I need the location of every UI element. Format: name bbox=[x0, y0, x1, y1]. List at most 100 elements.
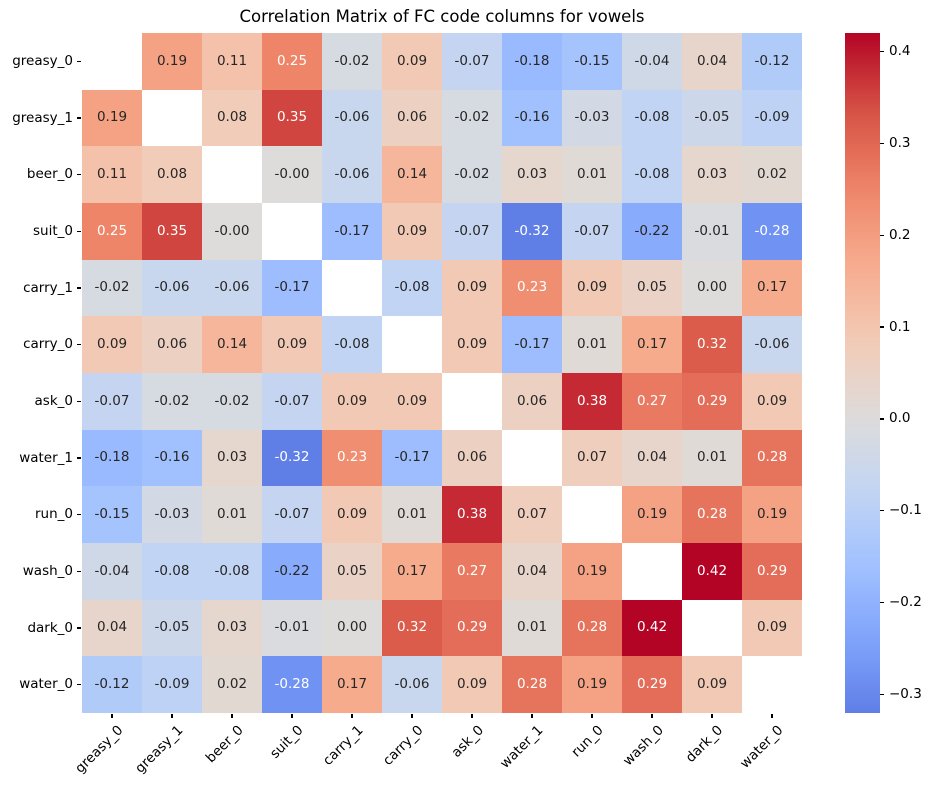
heatmap-cell: 0.00 bbox=[682, 259, 742, 317]
heatmap-cell: -0.06 bbox=[322, 146, 382, 203]
heatmap-cell bbox=[262, 203, 322, 260]
heatmap-cell: -0.07 bbox=[262, 373, 322, 430]
heatmap-cell: 0.09 bbox=[742, 373, 802, 430]
heatmap-cell: 0.19 bbox=[562, 543, 622, 600]
x-tick-label: ask_0 bbox=[448, 722, 487, 761]
heatmap-cell: -0.15 bbox=[82, 486, 142, 543]
heatmap-cell: -0.09 bbox=[742, 89, 802, 147]
heatmap-cell: 0.01 bbox=[202, 486, 262, 543]
heatmap-cell: 0.23 bbox=[322, 429, 382, 487]
y-tick-label: run_0 bbox=[34, 506, 73, 523]
y-tick-label: greasy_0 bbox=[12, 52, 73, 69]
heatmap-cell: 0.35 bbox=[142, 203, 202, 260]
heatmap-cell: 0.09 bbox=[322, 486, 382, 543]
heatmap-cell: 0.11 bbox=[202, 33, 262, 90]
colorbar-tick-mark bbox=[880, 510, 884, 512]
heatmap-cell: -0.17 bbox=[262, 259, 322, 317]
heatmap-cell: -0.02 bbox=[142, 373, 202, 430]
y-tick-mark bbox=[77, 174, 81, 176]
x-tick-mark bbox=[531, 714, 533, 718]
y-tick-label: water_0 bbox=[19, 676, 73, 693]
y-tick-mark bbox=[77, 400, 81, 402]
heatmap-cell: -0.01 bbox=[682, 203, 742, 260]
heatmap-cell: 0.09 bbox=[382, 33, 442, 90]
y-tick-mark bbox=[77, 627, 81, 629]
heatmap-cell: 0.06 bbox=[382, 89, 442, 147]
colorbar-tick-label: −0.2 bbox=[889, 594, 922, 611]
heatmap-cell: 0.32 bbox=[682, 316, 742, 373]
x-tick-mark bbox=[351, 714, 353, 718]
heatmap-cell: 0.08 bbox=[202, 89, 262, 147]
heatmap-cell: 0.42 bbox=[622, 599, 682, 657]
heatmap-cell: 0.19 bbox=[82, 89, 142, 147]
y-tick-label: wash_0 bbox=[22, 562, 73, 579]
chart-title: Correlation Matrix of FC code columns fo… bbox=[239, 7, 645, 26]
heatmap-cell: 0.14 bbox=[202, 316, 262, 373]
colorbar-tick-label: 0.1 bbox=[889, 318, 911, 335]
colorbar-tick-mark bbox=[880, 234, 884, 236]
heatmap-cell: -0.06 bbox=[142, 259, 202, 317]
heatmap-cell: 0.09 bbox=[442, 316, 502, 373]
heatmap-cell bbox=[622, 543, 682, 600]
heatmap-cell: -0.12 bbox=[82, 656, 142, 713]
heatmap-cell: 0.04 bbox=[622, 429, 682, 487]
heatmap-cell: 0.03 bbox=[502, 146, 562, 203]
heatmap-cell: -0.04 bbox=[622, 33, 682, 90]
colorbar bbox=[845, 33, 880, 713]
heatmap-cell: 0.35 bbox=[262, 89, 322, 147]
heatmap-cell: -0.12 bbox=[742, 33, 802, 90]
y-tick-mark bbox=[77, 60, 81, 62]
heatmap-cell bbox=[82, 33, 142, 90]
heatmap-cell: -0.02 bbox=[202, 373, 262, 430]
heatmap-cell: 0.28 bbox=[682, 486, 742, 543]
heatmap-cell: 0.09 bbox=[682, 656, 742, 713]
heatmap-cell: 0.09 bbox=[82, 316, 142, 373]
x-tick-label: carry_0 bbox=[380, 722, 427, 769]
heatmap-cell: 0.04 bbox=[682, 33, 742, 90]
heatmap-cell: 0.00 bbox=[322, 599, 382, 657]
y-tick-mark bbox=[77, 344, 81, 346]
heatmap-cell: 0.17 bbox=[622, 316, 682, 373]
heatmap-cell: 0.06 bbox=[142, 316, 202, 373]
heatmap-cell: -0.04 bbox=[82, 543, 142, 600]
heatmap-grid: 0.19 0.11 0.25 -0.02 0.09 -0.07 -0.18 -0.15 -0.0… bbox=[82, 33, 802, 713]
heatmap-cell: -0.08 bbox=[142, 543, 202, 600]
heatmap-cell: 0.01 bbox=[562, 146, 622, 203]
x-tick-mark bbox=[111, 714, 113, 718]
heatmap-cell: 0.19 bbox=[742, 486, 802, 543]
heatmap-cell: 0.06 bbox=[502, 373, 562, 430]
heatmap-cell: 0.01 bbox=[682, 429, 742, 487]
heatmap-cell: 0.02 bbox=[742, 146, 802, 203]
heatmap-cell: 0.27 bbox=[622, 373, 682, 430]
heatmap-cell: -0.07 bbox=[442, 203, 502, 260]
colorbar-tick-mark bbox=[880, 142, 884, 144]
x-tick-label: carry_1 bbox=[320, 722, 367, 769]
heatmap-cell: 0.17 bbox=[382, 543, 442, 600]
x-tick-label: beer_0 bbox=[202, 722, 247, 767]
heatmap-cell: 0.04 bbox=[82, 599, 142, 657]
heatmap-cell: 0.03 bbox=[202, 429, 262, 487]
colorbar-tick-label: 0.3 bbox=[889, 134, 911, 151]
heatmap-cell: -0.02 bbox=[322, 33, 382, 90]
y-tick-mark bbox=[77, 570, 81, 572]
heatmap-cell: -0.06 bbox=[202, 259, 262, 317]
heatmap-cell: -0.08 bbox=[622, 146, 682, 203]
heatmap-cell: -0.16 bbox=[142, 429, 202, 487]
heatmap-cell: 0.19 bbox=[142, 33, 202, 90]
x-tick-label: wash_0 bbox=[619, 722, 667, 770]
x-tick-mark bbox=[651, 714, 653, 718]
heatmap-cell: 0.07 bbox=[502, 486, 562, 543]
heatmap-cell: -0.02 bbox=[442, 146, 502, 203]
x-tick-label: dark_0 bbox=[683, 722, 727, 766]
heatmap-cell bbox=[382, 316, 442, 373]
heatmap-cell: 0.27 bbox=[442, 543, 502, 600]
heatmap-cell: -0.08 bbox=[322, 316, 382, 373]
x-tick-label: water_0 bbox=[737, 722, 787, 772]
y-tick-mark bbox=[77, 287, 81, 289]
heatmap-cell: -0.03 bbox=[142, 486, 202, 543]
heatmap-cell: -0.32 bbox=[502, 203, 562, 260]
heatmap-cell: 0.09 bbox=[562, 259, 622, 317]
heatmap-cell: -0.08 bbox=[202, 543, 262, 600]
heatmap-cell: 0.01 bbox=[382, 486, 442, 543]
